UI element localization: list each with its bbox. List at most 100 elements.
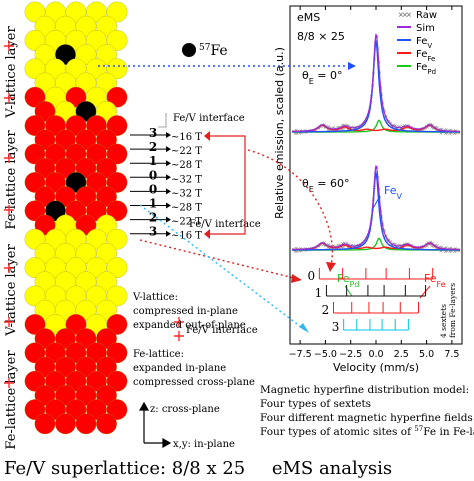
v-lattice-note-2: expanded out-of-plane	[133, 320, 246, 331]
series-inline-label: FeFe	[424, 272, 446, 289]
legend-entry: FeV	[416, 36, 432, 50]
svg-text:×: ×	[393, 242, 397, 248]
svg-text:×: ×	[398, 124, 402, 130]
site-number: 1	[149, 197, 157, 211]
sample-label: 8/8 × 25	[297, 30, 345, 43]
svg-text:×: ×	[359, 123, 363, 129]
fe-atom	[106, 115, 128, 136]
v-atom	[106, 228, 128, 250]
svg-text:×: ×	[298, 130, 302, 136]
svg-text:×: ×	[406, 11, 412, 19]
sextet-number: 3	[332, 320, 340, 334]
svg-text:×: ×	[445, 248, 449, 254]
svg-text:×: ×	[345, 122, 349, 128]
svg-text:×: ×	[431, 126, 435, 132]
svg-text:×: ×	[311, 246, 315, 252]
svg-text:×: ×	[448, 131, 452, 137]
svg-text:×: ×	[336, 243, 340, 249]
svg-text:×: ×	[340, 123, 344, 129]
x-axis-label: Velocity (mm/s)	[333, 361, 419, 374]
field-value: ~32 T	[171, 174, 202, 185]
svg-text:×: ×	[454, 249, 458, 255]
site-number: 3	[149, 225, 157, 239]
svg-text:×: ×	[450, 249, 454, 255]
svg-text:×: ×	[450, 131, 454, 137]
field-value: ~22 T	[171, 146, 202, 157]
svg-text:×: ×	[386, 239, 390, 245]
svg-text:×: ×	[432, 244, 436, 250]
svg-text:×: ×	[428, 123, 432, 129]
svg-text:×: ×	[449, 127, 453, 133]
svg-text:×: ×	[387, 237, 391, 243]
y-axis-label: Relative emission, scaled (a.u.)	[273, 47, 286, 219]
axis-glyph	[138, 401, 172, 449]
svg-text:×: ×	[339, 244, 343, 250]
sim-curve	[292, 33, 460, 133]
svg-text:×: ×	[430, 243, 434, 249]
svg-text:×: ×	[389, 120, 393, 126]
fe-atom	[55, 413, 76, 435]
svg-text:×: ×	[425, 125, 429, 131]
site-number: 0	[149, 182, 157, 196]
svg-text:×: ×	[383, 115, 387, 121]
svg-text:×: ×	[346, 245, 350, 251]
svg-text:4 sextets: 4 sextets	[439, 304, 448, 338]
x-tick-label: −7.5	[289, 349, 312, 360]
svg-text:×: ×	[326, 127, 330, 133]
svg-text:×: ×	[443, 249, 447, 255]
svg-text:×: ×	[312, 128, 316, 134]
svg-text:×: ×	[302, 248, 306, 254]
svg-text:×: ×	[422, 126, 426, 132]
fe-atom	[106, 200, 128, 222]
svg-text:×: ×	[339, 126, 343, 132]
svg-text:×: ×	[299, 249, 303, 255]
svg-text:×: ×	[449, 245, 453, 251]
fe-atom	[34, 413, 56, 435]
x-tick-label: 2.5	[394, 349, 409, 360]
svg-text:×: ×	[361, 121, 365, 127]
svg-text:×: ×	[445, 130, 449, 136]
site-number: 0	[149, 168, 157, 182]
svg-text:×: ×	[341, 126, 345, 132]
svg-text:×: ×	[428, 241, 432, 247]
model-description: Magnetic hyperfine distribution model: F…	[260, 384, 474, 438]
svg-text:×: ×	[340, 241, 344, 247]
svg-text:×: ×	[444, 245, 448, 251]
site-number: 1	[149, 154, 157, 168]
fe-lattice-note-2: compressed cross-plane	[133, 377, 255, 388]
interface-bracket	[207, 135, 246, 235]
svg-text:×: ×	[427, 241, 431, 247]
svg-text:×: ×	[331, 125, 335, 131]
layer-label-v1: V-lattice layer	[4, 26, 19, 119]
legend-entry: Raw	[416, 10, 437, 21]
ems-analysis-title: eMS analysis	[272, 458, 392, 479]
svg-text:×: ×	[443, 131, 447, 137]
fe-atom	[106, 342, 128, 364]
svg-text:×: ×	[295, 131, 299, 137]
svg-text:×: ×	[444, 127, 448, 133]
fe-atom	[96, 413, 117, 435]
v-lattice-note-title: V-lattice:	[132, 292, 178, 303]
superlattice-title: Fe/V superlattice: 8/8 x 25	[4, 458, 245, 479]
svg-text:×: ×	[402, 11, 408, 19]
svg-text:×: ×	[423, 244, 427, 250]
v-atom	[106, 30, 128, 51]
layer-labels: V-lattice layer Fe-lattice layer V-latti…	[4, 26, 19, 450]
theta-label: θE = 60°	[302, 177, 350, 194]
xy-axis-label: x,y: in-plane	[173, 439, 235, 450]
svg-text:×: ×	[439, 248, 443, 254]
svg-text:×: ×	[319, 242, 323, 248]
series-inline-label: FeV	[384, 184, 403, 201]
legend-entry: Sim	[416, 23, 435, 34]
legend-entry: FePd	[416, 62, 436, 76]
svg-text:×: ×	[336, 124, 340, 130]
fe-atom	[106, 86, 128, 108]
svg-text:×: ×	[401, 127, 405, 133]
svg-text:×: ×	[401, 245, 405, 251]
x-tick-label: −5.0	[314, 349, 337, 360]
v-atom	[106, 257, 128, 278]
v-lattice-note-1: compressed in-plane	[133, 306, 238, 317]
svg-text:×: ×	[326, 245, 330, 251]
model-line-1: Magnetic hyperfine distribution model:	[260, 384, 469, 396]
theta-label: θE = 0°	[302, 69, 343, 86]
